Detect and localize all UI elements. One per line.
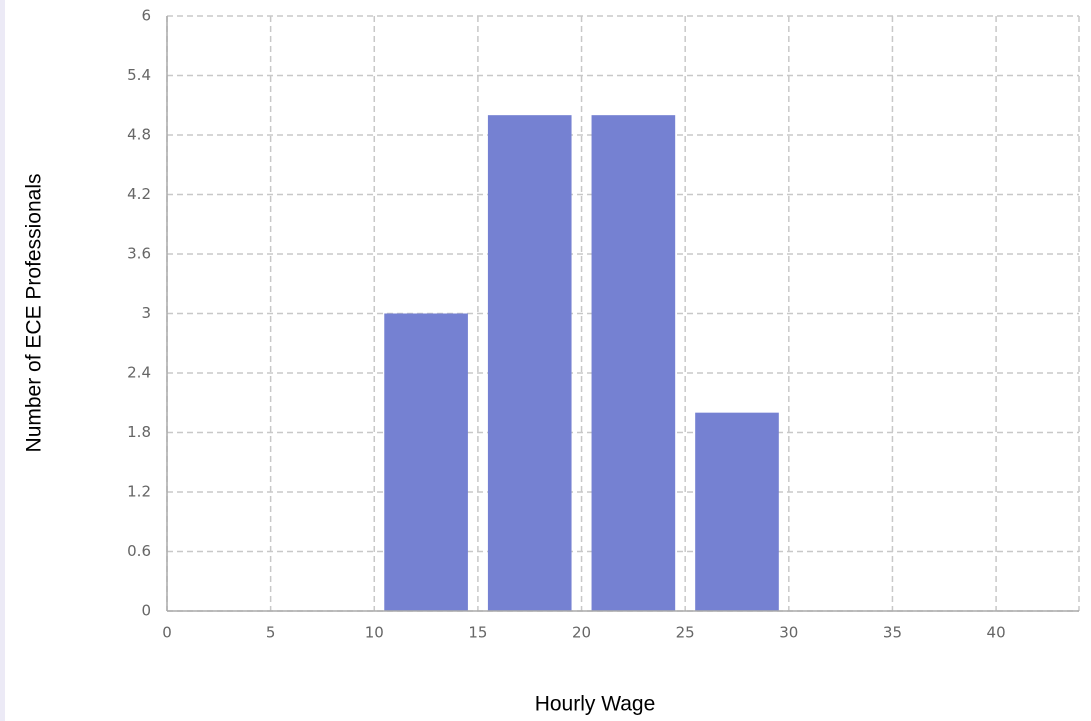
y-tick-label: 3.6: [127, 245, 151, 263]
bar: [591, 115, 676, 612]
y-tick-label: 1.2: [127, 483, 151, 501]
x-tick-label: 35: [883, 624, 902, 642]
x-tick-label: 15: [468, 624, 487, 642]
x-tick-label: 30: [779, 624, 798, 642]
y-tick-label: 2.4: [127, 364, 151, 382]
y-tick-label: 4.8: [127, 126, 151, 144]
y-axis-title: Number of ECE Professionals: [23, 174, 46, 453]
y-tick-label: 4.2: [127, 185, 151, 203]
x-axis-title: Hourly Wage: [535, 693, 656, 716]
y-tick-label: 0.6: [127, 542, 151, 560]
x-tick-label: 25: [676, 624, 695, 642]
bar: [487, 115, 572, 612]
x-tick-label: 20: [572, 624, 591, 642]
y-tick-label: 3: [141, 304, 151, 322]
y-tick-label: 1.8: [127, 423, 151, 441]
x-tick-label: 0: [162, 624, 172, 642]
y-tick-label: 5.4: [127, 66, 151, 84]
x-tick-label: 10: [365, 624, 384, 642]
x-tick-label: 40: [987, 624, 1006, 642]
x-tick-label: 5: [266, 624, 276, 642]
y-tick-label: 6: [141, 7, 151, 25]
bar: [384, 313, 468, 611]
bar: [695, 412, 779, 611]
y-tick-label: 0: [141, 602, 151, 620]
left-edge: [0, 0, 5, 721]
